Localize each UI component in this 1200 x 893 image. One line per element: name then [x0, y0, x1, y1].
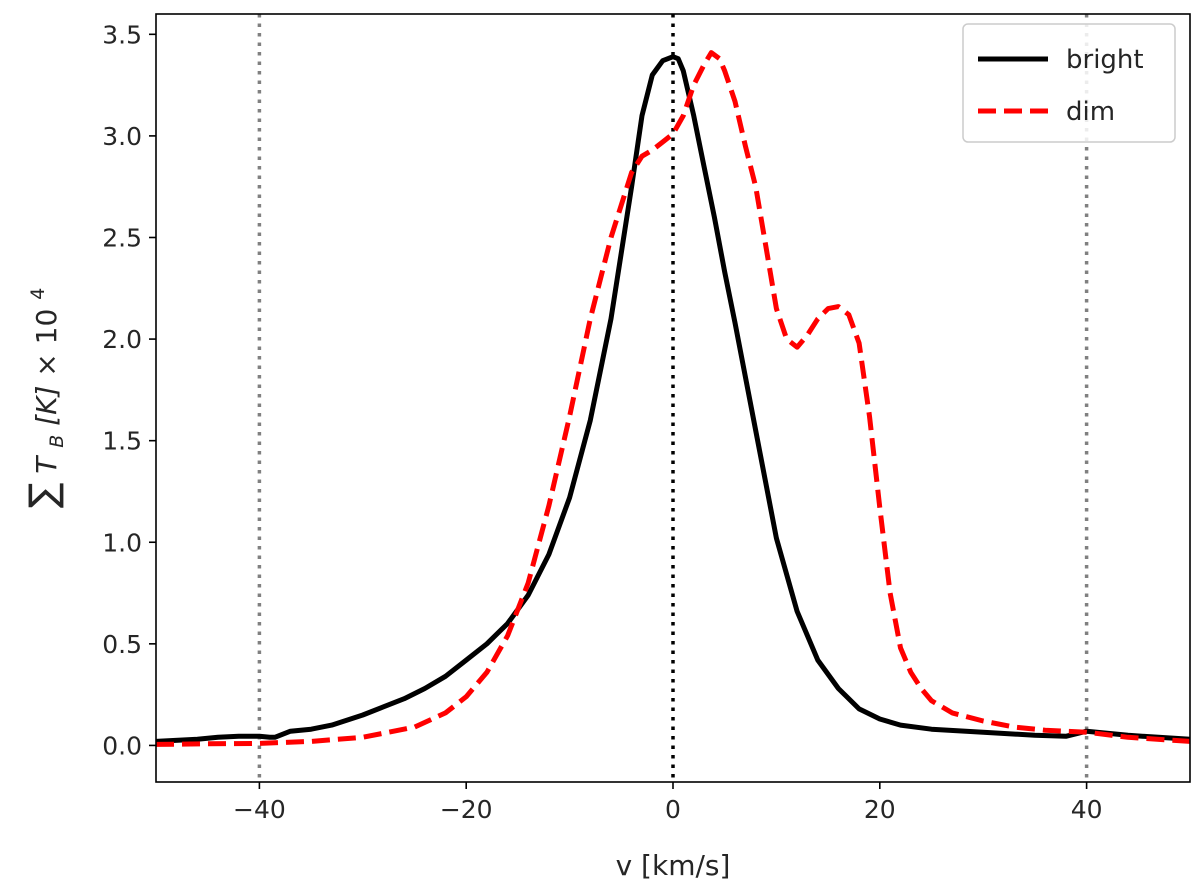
series-line-bright	[155, 54, 1191, 744]
y-axis-label: ∑ T B [K] × 10 4	[21, 288, 70, 509]
y-label-symbol: T	[30, 455, 63, 474]
x-tick-label: −40	[233, 795, 286, 824]
series-lines	[155, 50, 1191, 747]
x-ticks: −40 −20 0 20 40	[233, 782, 1103, 824]
x-tick-label: 20	[864, 795, 896, 824]
reference-lines	[257, 14, 1089, 782]
y-tick-label: 0.5	[102, 630, 142, 659]
y-label-sum: ∑	[21, 483, 65, 509]
y-tick-label: 3.5	[102, 20, 142, 49]
y-tick-label: 1.5	[102, 427, 142, 456]
legend-label-bright: bright	[1066, 45, 1144, 75]
y-label-exponent: 4	[27, 288, 49, 300]
y-ticks: 0.0 0.5 1.0 1.5 2.0 2.5 3.0 3.5	[102, 20, 156, 760]
x-tick-label: −20	[440, 795, 493, 824]
legend: bright dim	[962, 23, 1176, 143]
y-tick-label: 0.0	[102, 731, 142, 760]
y-tick-label: 3.0	[102, 122, 142, 151]
y-label-times: × 10	[30, 309, 63, 377]
svg-text:∑ T B [K]: ∑ T B [K] × 10 4	[21, 288, 70, 509]
x-tick-label: 0	[665, 795, 681, 824]
y-tick-label: 2.5	[102, 223, 142, 252]
legend-label-dim: dim	[1066, 97, 1115, 127]
y-tick-label: 1.0	[102, 528, 142, 557]
y-tick-label: 2.0	[102, 325, 142, 354]
y-label-unit: [K]	[30, 386, 63, 426]
x-tick-label: 40	[1071, 795, 1103, 824]
series-line-dim	[155, 50, 1191, 747]
y-label-subscript: B	[46, 435, 68, 448]
x-axis-label: v [km/s]	[616, 849, 731, 882]
